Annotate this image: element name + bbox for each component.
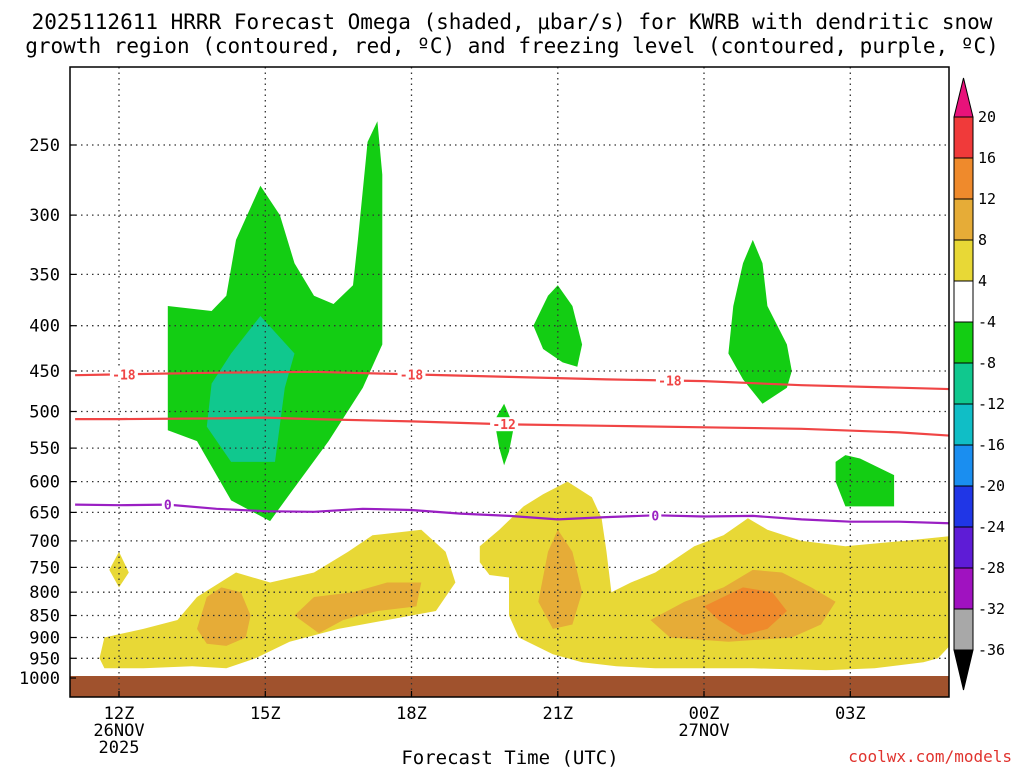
contour-labels: -18 -18 -18 -12 0 0 <box>109 367 684 524</box>
y-tick-label-750: 750 <box>29 558 60 578</box>
y-tick-label-550: 550 <box>29 439 60 459</box>
colorbar-label--4: -4 <box>978 313 996 331</box>
colorbar-over-triangle <box>953 77 974 118</box>
y-tick-label-950: 950 <box>29 649 60 669</box>
contour-label-dgz_upper-1: -18 <box>400 368 424 383</box>
colorbar-label-12: 12 <box>978 190 996 208</box>
shaded-region-sinking_spot_12z <box>109 551 129 588</box>
colorbar-bin-m24_m20 <box>953 485 974 528</box>
title-line-2: growth region (contoured, red, ºC) and f… <box>25 34 999 58</box>
contour-label-bg <box>161 497 174 512</box>
x-tick-label-18Z: 18Z <box>396 704 427 724</box>
colorbar-label--32: -32 <box>978 600 1005 618</box>
x-tick-label-00Z: 00Z <box>689 704 720 724</box>
colorbar-label--24: -24 <box>978 518 1005 536</box>
colorbar-bin-m20_m16 <box>953 444 974 487</box>
title-line-1: 2025112611 HRRR Forecast Omega (shaded, … <box>32 10 993 34</box>
colorbar-bin-m16_m12 <box>953 403 974 446</box>
omega-shaded-regions <box>99 121 949 671</box>
x-tick-label-15Z: 15Z <box>250 704 281 724</box>
ground-surface <box>70 676 949 697</box>
temperature-contours <box>75 370 949 525</box>
x-tick-label-03Z: 03Z <box>835 704 866 724</box>
colorbar-label-8: 8 <box>978 231 987 249</box>
colorbar-bin-16_20 <box>953 116 974 159</box>
shaded-region-sinking_low_level <box>99 529 456 669</box>
colorbar-label--28: -28 <box>978 559 1005 577</box>
colorbar-bin-m32_m28 <box>953 567 974 610</box>
colorbar-bin-m12_m8 <box>953 362 974 405</box>
shaded-region-sinking_evening <box>479 481 949 671</box>
contour-freezing_level <box>75 503 949 525</box>
colorbar-label--16: -16 <box>978 436 1005 454</box>
x-tick-label-21Z: 21Z <box>542 704 573 724</box>
contour-label-bg <box>490 417 519 432</box>
shaded-region-upward_motion_01z <box>728 239 792 404</box>
colorbar-label-16: 16 <box>978 149 996 167</box>
shaded-region-upward_motion_20z_sliver <box>494 403 514 466</box>
y-tick-label-700: 700 <box>29 532 60 552</box>
x-tick-sublabel-27NOV: 27NOV <box>678 721 729 741</box>
colorbar-label--12: -12 <box>978 395 1005 413</box>
y-tick-label-600: 600 <box>29 473 60 493</box>
contour-label-dgz_upper-2: -18 <box>658 375 682 390</box>
y-tick-label-450: 450 <box>29 362 60 382</box>
y-tick-label-250: 250 <box>29 136 60 156</box>
y-tick-label-650: 650 <box>29 503 60 523</box>
y-tick-label-800: 800 <box>29 583 60 603</box>
credit-text: coolwx.com/models <box>848 747 1012 766</box>
contour-label-freezing_level-0: 0 <box>164 499 172 514</box>
colorbar: 20 16 12 8 4 -4 -8 -12 -16 -20 -24 -28 -32 -36 <box>953 77 1005 691</box>
contour-label-freezing_level-1: 0 <box>651 509 659 524</box>
contour-label-bg <box>109 367 138 382</box>
y-tick-label-350: 350 <box>29 265 60 285</box>
shaded-region-upward_motion_02z <box>835 455 895 507</box>
x-tick-label-12Z: 12Z <box>104 704 135 724</box>
contour-label-bg <box>655 373 684 388</box>
x-axis-title: Forecast Time (UTC) <box>401 747 618 768</box>
colorbar-bin-4_8 <box>953 239 974 282</box>
plot-frame <box>69 66 950 698</box>
colorbar-bin-m36_m32 <box>953 608 974 651</box>
colorbar-bin-m4_4 <box>953 280 974 323</box>
y-tick-label-300: 300 <box>29 206 60 226</box>
chart-title: 2025112611 HRRR Forecast Omega (shaded, … <box>25 10 999 58</box>
y-tick-label-400: 400 <box>29 317 60 337</box>
y-axis: 2503003504004505005506006507007508008509… <box>19 136 76 689</box>
contour-label-dgz_lower-0: -12 <box>492 418 515 433</box>
shaded-region-sinking_moderate_17z <box>294 582 422 634</box>
y-tick-label-900: 900 <box>29 629 60 649</box>
colorbar-label--20: -20 <box>978 477 1005 495</box>
shaded-region-upward_motion_core <box>206 316 295 462</box>
contour-label-bg <box>397 367 426 382</box>
contour-dgz_upper <box>75 370 949 391</box>
colorbar-bin-m8_m4 <box>953 321 974 364</box>
shaded-region-sinking_strong_01z <box>704 587 787 636</box>
colorbar-label-4: 4 <box>978 272 987 290</box>
colorbar-label--8: -8 <box>978 354 996 372</box>
y-tick-label-1000: 1000 <box>19 669 60 689</box>
colorbar-label--36: -36 <box>978 641 1005 659</box>
x-tick-sublabel-2025: 2025 <box>99 738 140 758</box>
shaded-region-sinking_moderate_21z <box>538 529 583 629</box>
shaded-region-sinking_moderate_14z <box>197 587 251 646</box>
colorbar-under-triangle <box>953 649 974 691</box>
y-tick-label-500: 500 <box>29 403 60 423</box>
colorbar-label-20: 20 <box>978 108 996 126</box>
contour-label-bg <box>649 508 662 523</box>
contour-dgz_lower <box>75 416 949 437</box>
colorbar-bin-12_16 <box>953 157 974 200</box>
contour-label-dgz_upper-0: -18 <box>112 368 136 383</box>
ground-strip <box>70 676 949 697</box>
colorbar-bin-m28_m24 <box>953 526 974 569</box>
colorbar-bin-8_12 <box>953 198 974 241</box>
x-tick-sublabel-26NOV: 26NOV <box>93 721 144 741</box>
y-tick-label-850: 850 <box>29 607 60 627</box>
